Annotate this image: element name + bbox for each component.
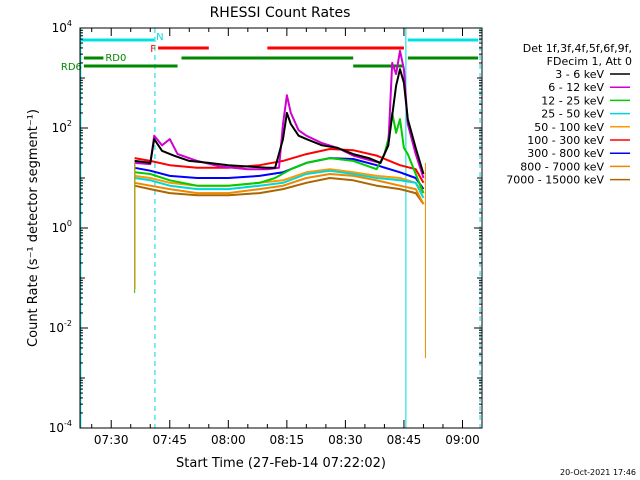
legend-label: 100 - 300 keV [527, 134, 604, 147]
legend-label: 3 - 6 keV [555, 68, 604, 81]
legend-label: 300 - 800 keV [527, 147, 604, 160]
plot-frame [79, 27, 483, 429]
series-line [134, 168, 425, 194]
y-tick-label: 10-4 [49, 419, 72, 435]
legend-label: 6 - 12 keV [548, 81, 604, 94]
x-tick-label: 08:15 [270, 433, 305, 447]
legend-label: 7000 - 15000 keV [506, 174, 604, 187]
x-tick-label: 09:00 [445, 433, 480, 447]
axes: 10-4 10-2 100 102 104 07:30 07:45 08:00 08:15 08:… [49, 19, 483, 447]
series-line [134, 111, 425, 194]
flag-bar-label: F [150, 44, 156, 55]
legend-label: 12 - 25 keV [541, 94, 604, 107]
series-line [134, 148, 425, 184]
chart-title: RHESSI Count Rates [210, 5, 351, 21]
plot-area: NF RD0 RD6 [61, 28, 481, 428]
y-tick-label: 100 [52, 219, 72, 235]
legend-label: 50 - 100 keV [534, 121, 604, 134]
y-tick-label: 102 [52, 119, 72, 135]
x-axis-label: Start Time (27-Feb-14 07:22:02) [176, 456, 386, 471]
y-tick-label: 104 [52, 19, 72, 35]
legend-header: Det 1f,3f,4f,5f,6f,9f, [523, 42, 632, 55]
legend-label: 25 - 50 keV [541, 108, 604, 121]
flag-bar-label: RD6 [61, 62, 82, 73]
legend-header: FDecim 1, Att 0 [547, 55, 632, 68]
series-line [134, 169, 425, 199]
series-line [134, 177, 425, 205]
series-line [134, 68, 425, 175]
x-tick-label: 07:45 [152, 433, 187, 447]
flag-bar-label: N [156, 32, 163, 43]
y-tick-label: 10-2 [49, 319, 72, 335]
series-line [134, 173, 425, 205]
x-tick-label: 07:30 [94, 433, 129, 447]
legend: Det 1f,3f,4f,5f,6f,9f,FDecim 1, Att 03 -… [506, 42, 632, 187]
render-timestamp: 20-Oct-2021 17:46 [560, 468, 636, 477]
series-line [134, 49, 425, 179]
flag-bar-label: RD0 [105, 53, 126, 64]
y-axis-label: Count Rate (s⁻¹ detector segment⁻¹) [26, 109, 41, 347]
x-tick-label: 08:45 [387, 433, 422, 447]
legend-label: 800 - 7000 keV [520, 160, 604, 173]
x-tick-label: 08:30 [328, 433, 363, 447]
x-tick-label: 08:00 [211, 433, 246, 447]
